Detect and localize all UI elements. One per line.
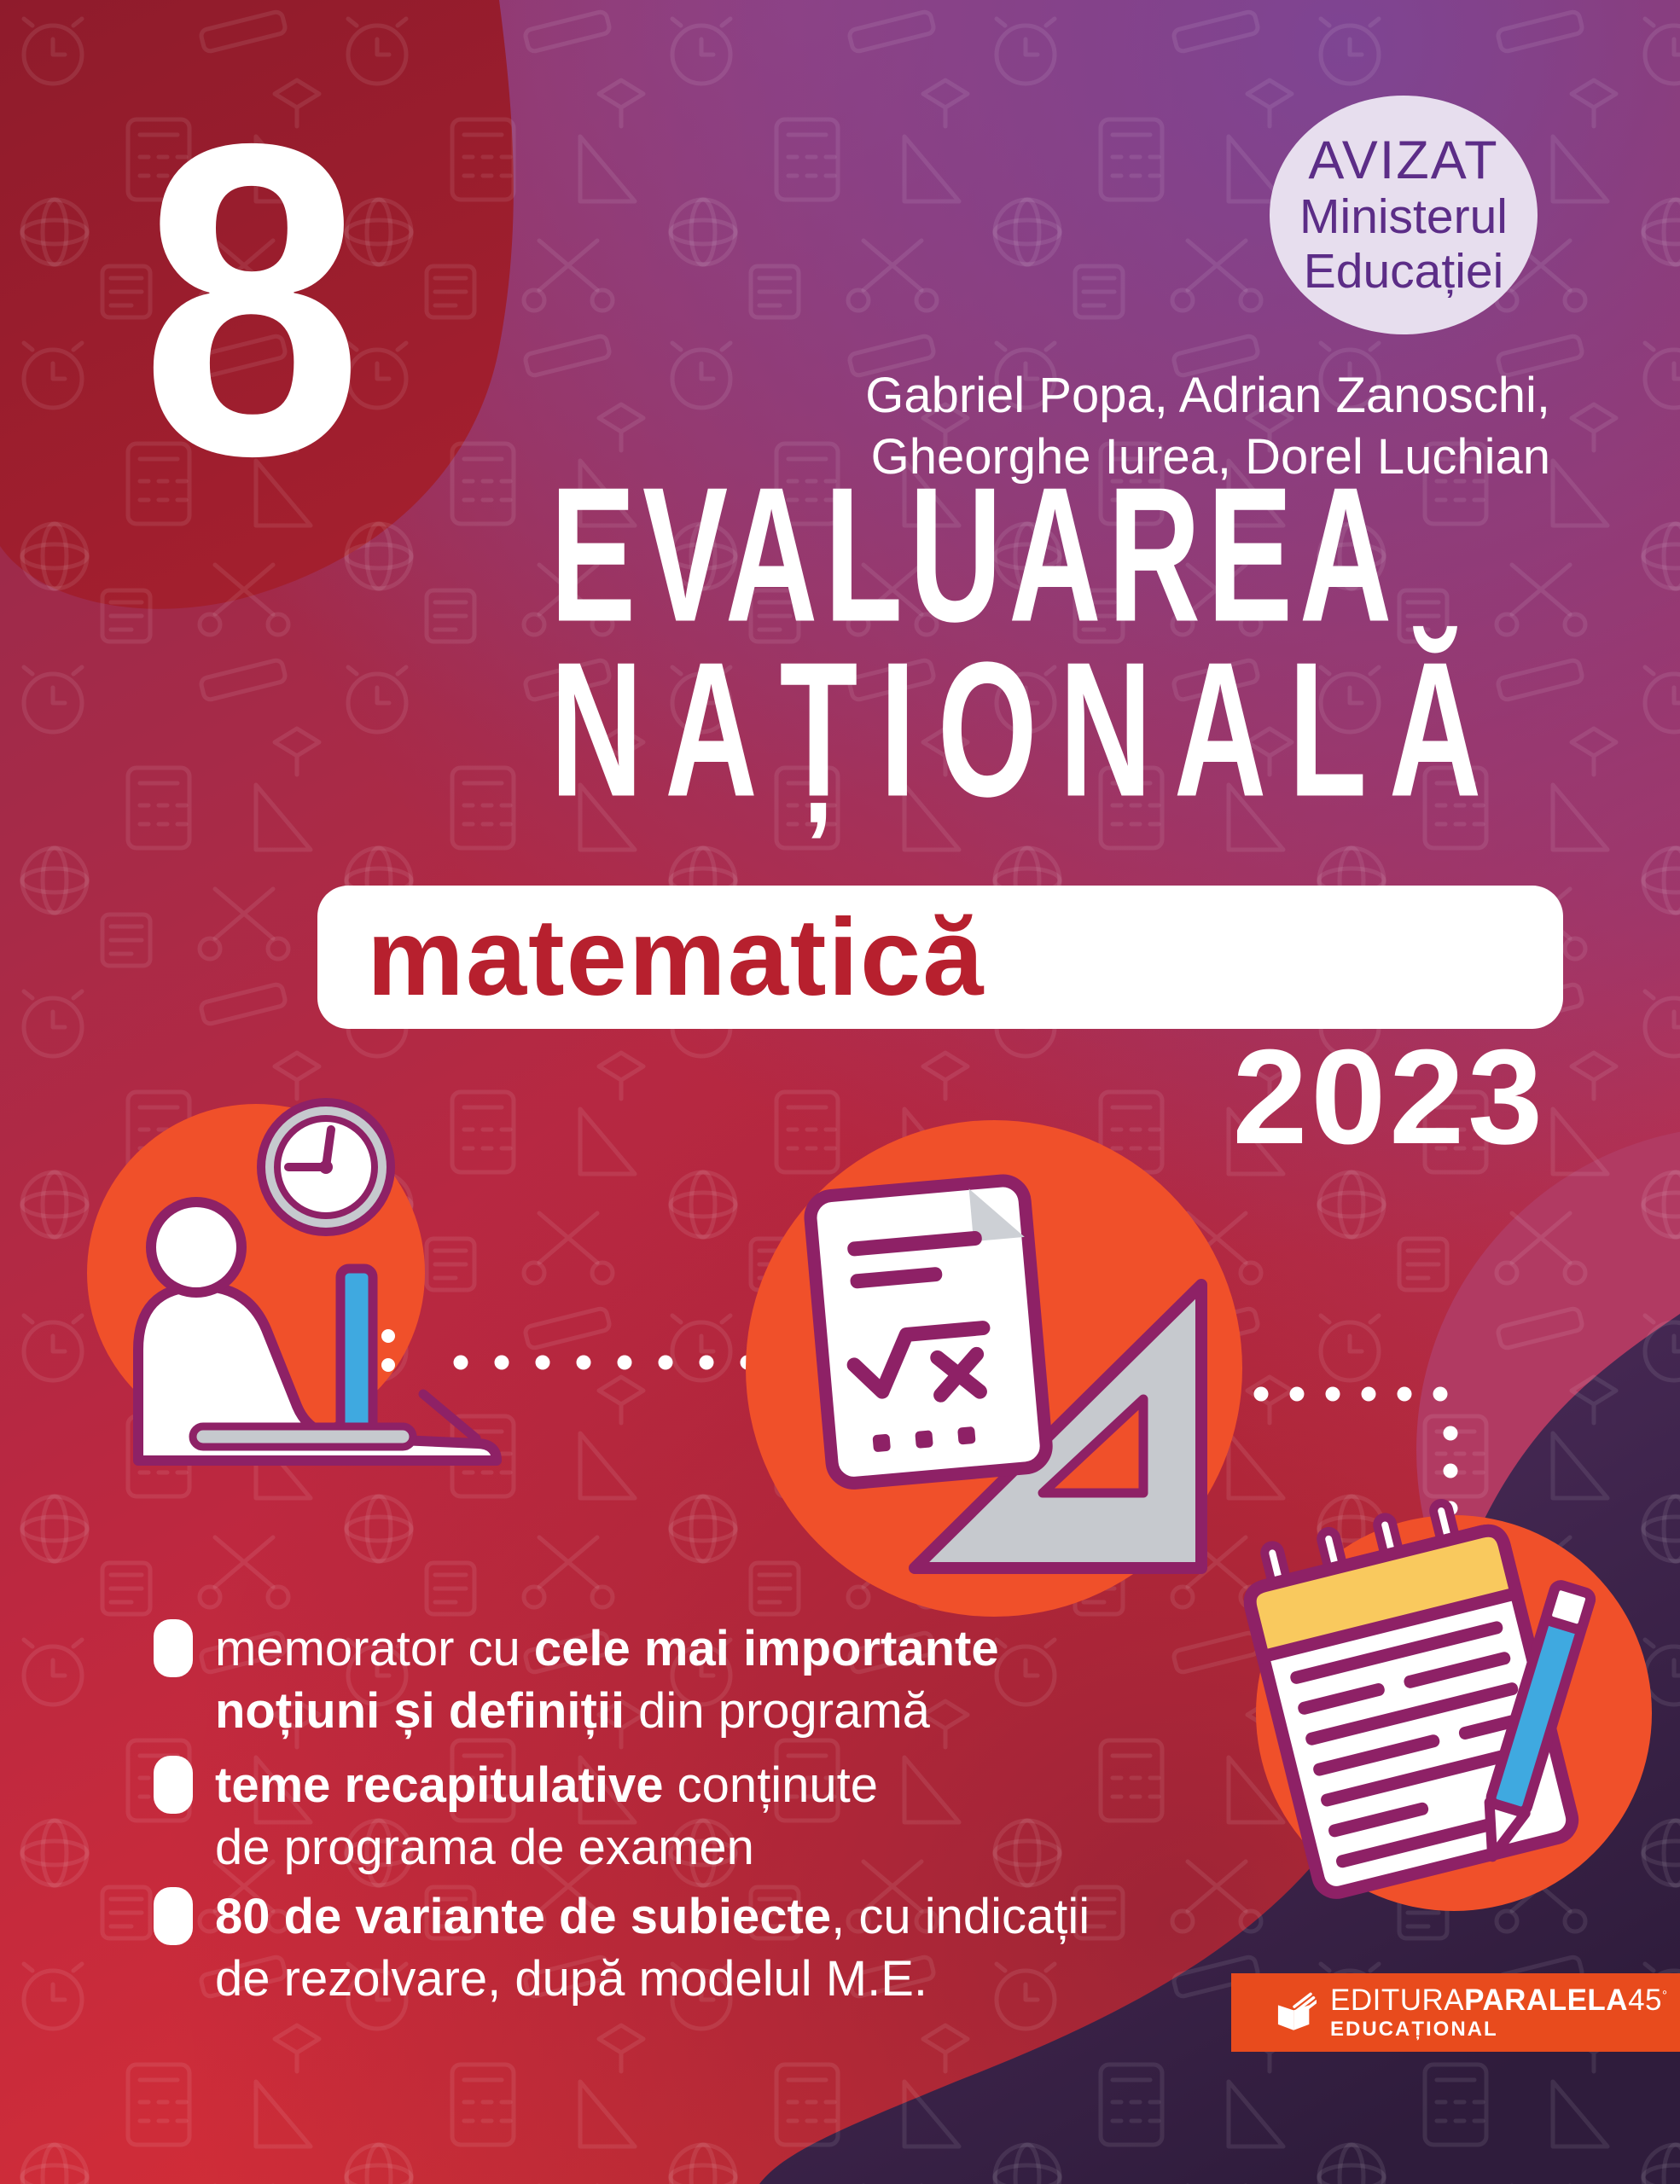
- publisher-division: EDUCAȚIONAL: [1330, 2018, 1498, 2042]
- feature-item-memorator: memorator cu cele mai importante noțiuni…: [154, 1618, 999, 1742]
- authors-line2: Gheorghe Iurea, Dorel Luchian: [870, 429, 1550, 485]
- publisher-bar: EDITURAPARALELA45° EDUCAȚIONAL: [1231, 1973, 1680, 2052]
- authors-line1: Gabriel Popa, Adrian Zanoschi,: [865, 368, 1550, 423]
- publisher-name: EDITURAPARALELA45°: [1330, 1983, 1668, 2017]
- notepad-icon: [1243, 1499, 1652, 1911]
- dotted-connector-right: [1253, 1386, 1458, 1516]
- subject-box: matematică: [317, 886, 1563, 1029]
- title-line2: NAȚIONALĂ: [550, 621, 1504, 837]
- feature-line: 80 de variante de subiecte, cu indicații: [215, 1889, 1090, 1944]
- dotted-connector-left: [453, 1355, 755, 1370]
- feature-line: teme recapitulative conținute: [215, 1757, 878, 1813]
- publisher-book-icon: [1277, 1992, 1317, 2030]
- approval-badge-line1: AVIZAT: [1308, 130, 1499, 190]
- clock-icon: [257, 1098, 395, 1236]
- grade-number: 8: [141, 52, 363, 548]
- feature-line: noțiuni și definiții din programă: [215, 1683, 930, 1739]
- title-line1: EVALUAREA: [550, 446, 1399, 662]
- edition-year: 2023: [1232, 1022, 1546, 1172]
- authors: Gabriel Popa, Adrian Zanoschi, Gheorghe …: [865, 365, 1550, 488]
- feature-line: de rezolvare, după modelul M.E.: [215, 1951, 927, 2007]
- math-worksheet-icon: [746, 1120, 1242, 1617]
- subject-label: matematică: [367, 896, 985, 1019]
- set-square-icon: [909, 1279, 1207, 1574]
- student-at-laptop-icon: [87, 1098, 502, 1466]
- feature-bullet-marker: [154, 1619, 193, 1677]
- feature-item-variante: 80 de variante de subiecte, cu indicații…: [154, 1885, 1090, 2010]
- feature-bullet-marker: [154, 1887, 193, 1945]
- approval-badge: AVIZAT Ministerul Educației: [1270, 96, 1538, 334]
- feature-bullet-marker: [154, 1756, 193, 1814]
- approval-badge-line2: Ministerul: [1299, 189, 1508, 245]
- feature-line: memorator cu cele mai importante: [215, 1621, 999, 1676]
- approval-badge-line3: Educației: [1303, 244, 1504, 299]
- pencil-icon: [1484, 1580, 1596, 1862]
- feature-line: de programa de examen: [215, 1820, 754, 1875]
- feature-item-teme: teme recapitulative conținute de program…: [154, 1754, 878, 1879]
